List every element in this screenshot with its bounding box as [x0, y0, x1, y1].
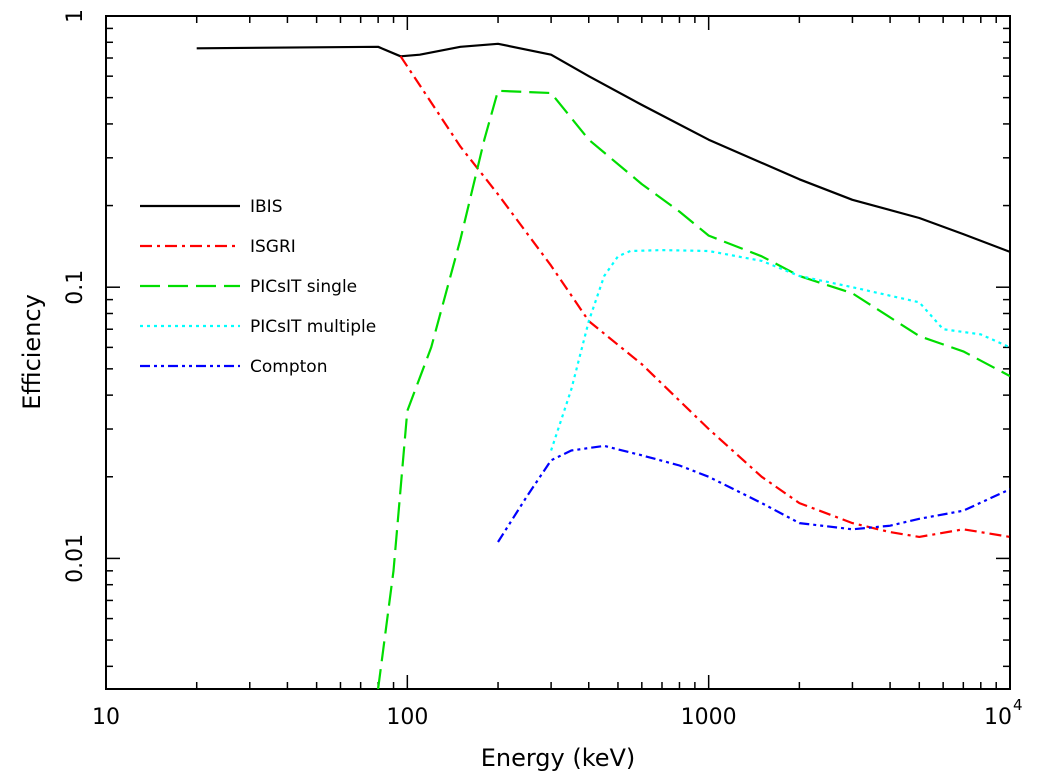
- y-tick-label: 0.1: [63, 270, 88, 305]
- legend: IBIS ISGRI PICsIT single PICsIT multiple Com…: [140, 197, 376, 377]
- tick-labels: 10 100 1000 10 410.10.01: [63, 9, 1023, 730]
- y-tick-label: 1: [63, 9, 88, 23]
- series-line-0: [196, 42, 1010, 253]
- series-line-2: [377, 89, 1010, 689]
- x-tick-label-exponent: 4: [1013, 696, 1023, 714]
- legend-label: Compton: [250, 357, 327, 377]
- series-line-1: [399, 55, 1010, 539]
- series-line-3: [550, 249, 1010, 451]
- legend-label: IBIS: [250, 197, 282, 217]
- y-tick-label: 0.01: [63, 534, 88, 583]
- plot-frame: [105, 15, 1011, 690]
- legend-label: ISGRI: [250, 237, 296, 257]
- x-tick-label: 100: [386, 705, 428, 730]
- x-axis-title: Energy (keV): [481, 744, 636, 772]
- x-tick-label: 10: [984, 705, 1012, 730]
- y-axis-title: Efficiency: [18, 294, 46, 410]
- axis-ticks: [105, 16, 1010, 689]
- x-tick-label: 1000: [681, 705, 737, 730]
- series-line-4: [497, 444, 1010, 543]
- series-layer: [196, 42, 1010, 689]
- x-tick-label: 10: [92, 705, 120, 730]
- legend-label: PICsIT multiple: [250, 317, 376, 337]
- legend-label: PICsIT single: [250, 277, 357, 297]
